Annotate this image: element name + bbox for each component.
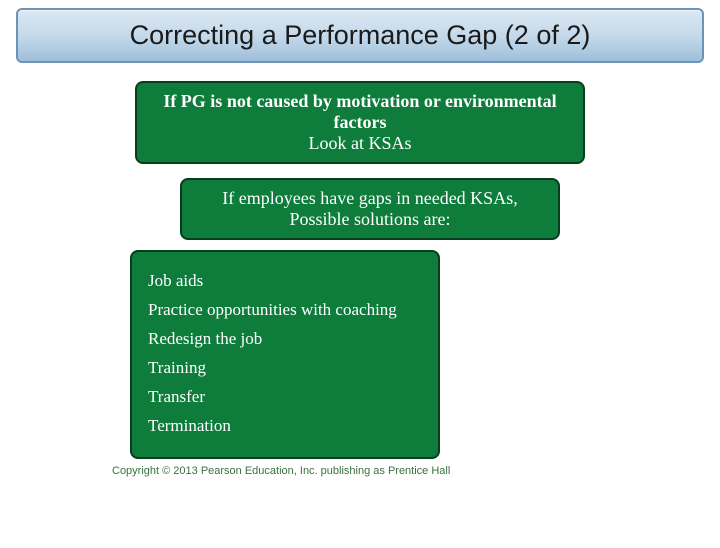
solutions-box: Job aids Practice opportunities with coa… (130, 250, 440, 459)
box1-line1: If PG is not caused by motivation or env… (151, 91, 569, 133)
title-bar: Correcting a Performance Gap (2 of 2) (16, 8, 704, 63)
box1-line2: Look at KSAs (151, 133, 569, 154)
solution-item: Redesign the job (148, 329, 422, 349)
solution-item: Training (148, 358, 422, 378)
solution-item: Transfer (148, 387, 422, 407)
box2-line2: Possible solutions are: (196, 209, 544, 230)
slide-title: Correcting a Performance Gap (2 of 2) (40, 20, 680, 51)
condition-box-1: If PG is not caused by motivation or env… (135, 81, 585, 164)
solution-item: Practice opportunities with coaching (148, 300, 422, 320)
condition-box-2: If employees have gaps in needed KSAs, P… (180, 178, 560, 240)
copyright-text: Copyright © 2013 Pearson Education, Inc.… (112, 465, 720, 477)
box2-line1: If employees have gaps in needed KSAs, (196, 188, 544, 209)
solution-item: Job aids (148, 271, 422, 291)
solution-item: Termination (148, 416, 422, 436)
